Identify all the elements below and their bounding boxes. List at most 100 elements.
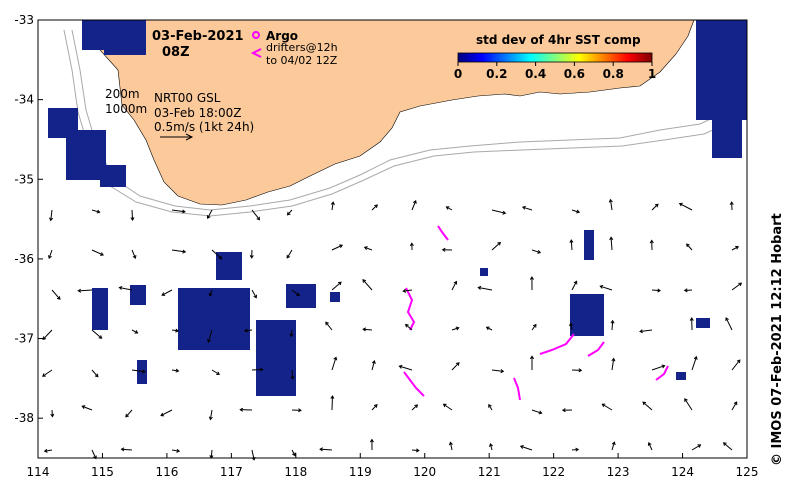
drifters-window-label: to 04/02 12Z <box>266 54 338 67</box>
current-vector-arrow <box>649 239 654 251</box>
current-vector-arrow <box>531 323 537 331</box>
x-tick-label: 118 <box>284 465 307 479</box>
colorbar-tick-label: 1 <box>648 67 656 81</box>
current-vector-arrow <box>684 398 693 411</box>
corner-sst-patch <box>104 20 146 55</box>
current-vector-arrow <box>651 288 662 293</box>
shelf-sst-patch <box>66 130 106 180</box>
current-vector-arrow <box>731 245 740 251</box>
current-vector-arrow <box>691 444 702 451</box>
sst-patch <box>676 372 686 380</box>
drifters-label: drifters@12h <box>266 41 338 54</box>
x-tick-label: 124 <box>671 465 694 479</box>
current-vector-arrow <box>411 199 417 211</box>
current-vector-arrow <box>608 198 613 211</box>
current-vector-arrow <box>171 328 180 333</box>
current-vector-arrow <box>451 326 460 331</box>
shelf-sst-patch <box>100 165 126 187</box>
colorbar-gradient <box>457 52 653 63</box>
current-vector-arrow <box>678 202 693 211</box>
current-vector-arrow <box>47 249 53 260</box>
current-vector-arrow <box>569 322 574 331</box>
sst-patch <box>696 318 710 328</box>
current-vector-arrow <box>251 367 264 372</box>
current-vector-arrow <box>243 328 253 333</box>
current-vector-arrow <box>485 326 493 331</box>
sst-patch <box>130 285 146 305</box>
current-vector-arrow <box>362 327 373 332</box>
current-vector-arrow <box>409 242 414 251</box>
current-vector-arrow <box>451 280 458 291</box>
current-vector-arrow <box>171 368 180 373</box>
x-tick-label: 114 <box>27 465 50 479</box>
current-vector-arrow <box>571 209 581 214</box>
current-vector-arrow <box>445 206 453 211</box>
current-vectors <box>42 198 743 461</box>
drifter-track <box>405 287 416 331</box>
current-vector-arrow <box>91 329 103 339</box>
current-vector-arrow <box>319 447 333 452</box>
axis-frame <box>37 19 748 459</box>
current-vector-arrow <box>325 321 333 331</box>
drifter-track <box>539 333 575 355</box>
current-vector-arrow <box>51 289 61 300</box>
vector-scale-arrow <box>160 133 194 141</box>
copyright-label: © IMOS 07-Feb-2021 12:12 Hobart <box>770 213 785 466</box>
time-label: 08Z <box>162 45 190 60</box>
current-vector-arrow <box>442 403 453 411</box>
axis-ticks: 114 115 116 117 118 119 120 121 122 123 124 125 -33 -… <box>14 13 758 479</box>
current-vector-arrow <box>569 239 574 251</box>
current-vector-arrow <box>647 442 653 451</box>
current-vector-arrow <box>77 288 93 293</box>
current-vector-arrow <box>330 201 335 211</box>
current-vector-arrow <box>683 288 693 293</box>
x-tick-label: 121 <box>478 465 501 479</box>
current-vector-arrow <box>639 329 653 334</box>
sst-patch <box>584 230 594 260</box>
sst-patch <box>330 292 340 302</box>
contour-200m-label: 200m <box>105 87 140 101</box>
argo-label: Argo <box>266 29 298 43</box>
current-vector-arrow <box>207 329 213 343</box>
current-vector-arrow <box>531 249 542 254</box>
sst-patch <box>178 288 250 350</box>
current-vector-arrow <box>610 319 615 331</box>
current-vector-arrow <box>529 276 534 291</box>
current-vector-arrow <box>291 408 302 413</box>
colorbar-tick-label: 0.2 <box>486 67 507 81</box>
current-vector-arrow <box>531 409 543 415</box>
current-vector-arrow <box>571 368 583 373</box>
x-tick-label: 123 <box>607 465 630 479</box>
current-vector-arrow <box>131 249 137 259</box>
current-vector-arrow <box>171 209 186 214</box>
drifter-track <box>655 365 669 381</box>
current-vector-arrow <box>491 241 502 251</box>
current-vector-arrow <box>561 408 573 413</box>
current-vector-arrow <box>91 249 104 256</box>
current-vector-arrow <box>251 209 261 221</box>
current-vector-arrow <box>411 448 420 453</box>
x-tick-label: 125 <box>736 465 759 479</box>
current-vector-arrow <box>651 203 659 211</box>
colorbar-tick-label: 0.6 <box>564 67 585 81</box>
current-vector-arrow <box>571 447 580 452</box>
drifter-tracks <box>403 225 669 401</box>
current-vector-arrow <box>371 404 378 411</box>
current-vector-arrow <box>42 369 53 377</box>
current-vector-arrow <box>371 360 376 371</box>
colorbar-tick-label: 0.8 <box>603 67 624 81</box>
current-vector-arrow <box>369 438 374 451</box>
current-vector-arrow <box>43 448 53 453</box>
current-vector-arrow <box>125 409 133 418</box>
current-vector-arrow <box>402 288 413 293</box>
contour-1000m-label: 1000m <box>105 102 147 116</box>
current-vector-arrow <box>251 289 257 299</box>
current-vector-arrow <box>331 356 338 371</box>
colorbar-tick-label: 0.4 <box>525 67 546 81</box>
current-vector-arrow <box>519 445 533 451</box>
drifter-track <box>513 377 521 401</box>
corner-sst-patch <box>696 20 747 120</box>
current-vector-arrow <box>722 442 733 451</box>
y-tick-label: -35 <box>14 172 34 186</box>
current-vector-arrow <box>120 447 133 452</box>
